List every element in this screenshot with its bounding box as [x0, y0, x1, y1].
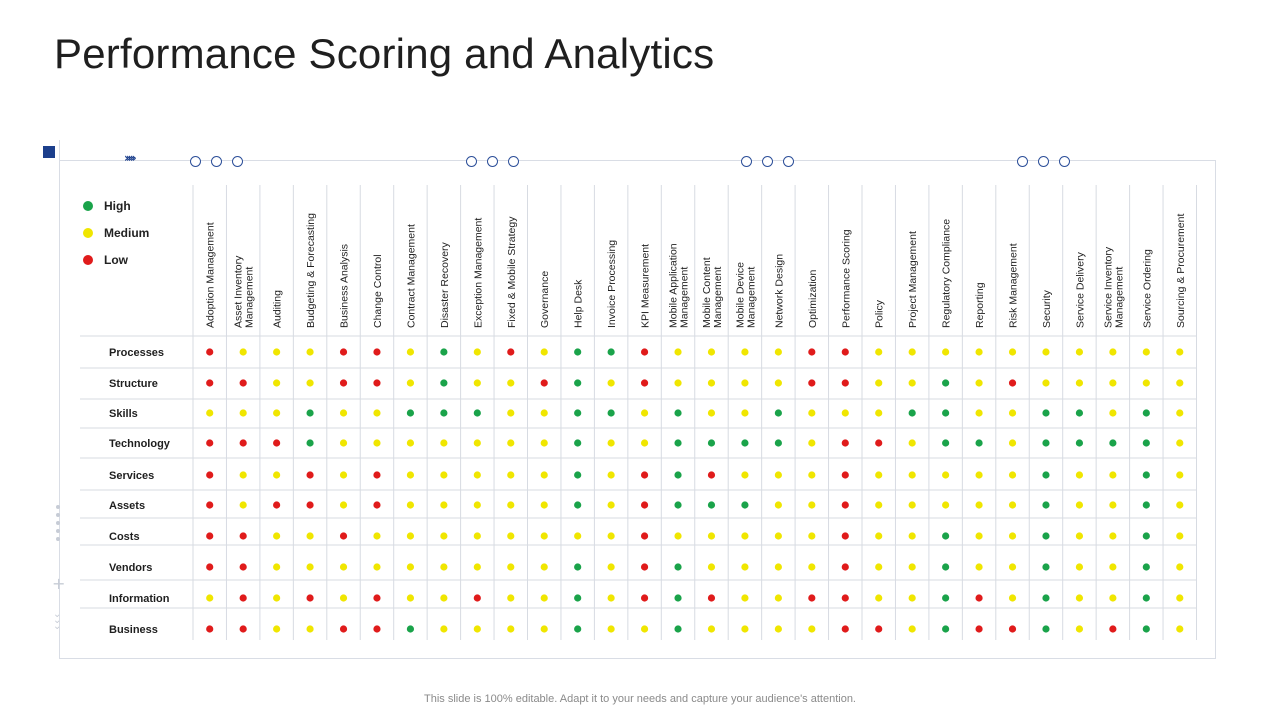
ring-icon	[190, 156, 201, 167]
ring-icon	[508, 156, 519, 167]
legend-dot-medium-icon	[83, 227, 93, 238]
dots-decoration	[55, 505, 63, 545]
ring-decoration	[190, 154, 253, 167]
page-title: Performance Scoring and Analytics	[54, 30, 715, 77]
ring-icon	[211, 156, 222, 167]
ring-icon	[783, 156, 794, 167]
legend-item-high: High	[83, 192, 149, 219]
frame-accent-line	[59, 140, 60, 160]
accent-square	[43, 146, 55, 158]
ring-icon	[232, 156, 243, 167]
chevron-arrows-icon: ›››››	[124, 151, 137, 165]
ring-icon	[1059, 156, 1070, 167]
table-frame	[59, 160, 1216, 659]
ring-decoration	[466, 154, 529, 167]
legend-item-medium: Medium	[83, 219, 149, 246]
ring-icon	[466, 156, 477, 167]
legend-dot-low-icon	[83, 254, 93, 265]
legend-item-low: Low	[83, 246, 149, 273]
legend-label: Low	[104, 252, 128, 267]
ring-decoration	[741, 154, 804, 167]
legend-dot-high-icon	[83, 200, 93, 211]
legend-label: High	[104, 198, 131, 213]
footer-note: This slide is 100% editable. Adapt it to…	[424, 693, 856, 705]
legend-label: Medium	[104, 225, 150, 240]
chevron-down-icon: ⌄ ⌄ ⌄	[53, 609, 62, 632]
plus-icon: +	[52, 574, 66, 593]
ring-icon	[1038, 156, 1049, 167]
ring-icon	[487, 156, 498, 167]
ring-decoration	[1017, 154, 1080, 167]
legend: High Medium Low	[83, 192, 149, 273]
ring-icon	[741, 156, 752, 167]
ring-icon	[762, 156, 773, 167]
ring-icon	[1017, 156, 1028, 167]
